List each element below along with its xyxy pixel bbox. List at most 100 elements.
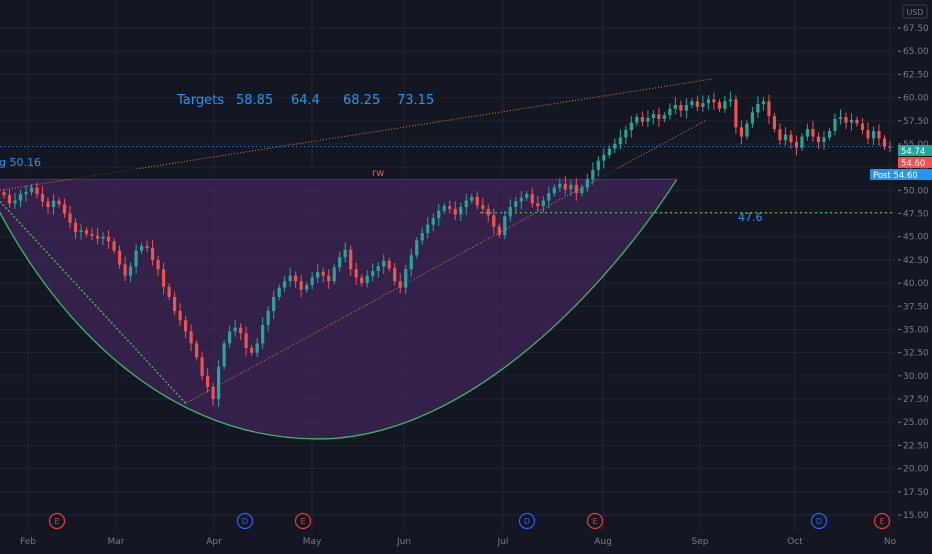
candle[interactable] (723, 95, 727, 114)
candle[interactable] (123, 256, 127, 282)
candle[interactable] (767, 94, 771, 124)
candle[interactable] (404, 264, 408, 295)
candle[interactable] (486, 204, 490, 222)
candle[interactable] (376, 262, 380, 278)
candle[interactable] (101, 232, 105, 246)
candle[interactable] (382, 254, 386, 275)
candle[interactable] (629, 116, 633, 138)
candle[interactable] (57, 197, 61, 208)
candle[interactable] (250, 344, 254, 356)
candle[interactable] (492, 208, 496, 235)
candle[interactable] (145, 240, 149, 253)
candle[interactable] (305, 281, 309, 293)
candle[interactable] (448, 200, 452, 214)
candle[interactable] (239, 323, 243, 340)
candle[interactable] (338, 251, 342, 272)
candle[interactable] (805, 123, 810, 141)
candle[interactable] (62, 198, 67, 218)
candle[interactable] (822, 130, 826, 150)
candle[interactable] (481, 197, 485, 215)
candle[interactable] (475, 191, 479, 210)
candle[interactable] (261, 317, 265, 349)
candle[interactable] (299, 274, 303, 298)
candle[interactable] (222, 340, 226, 370)
candle[interactable] (756, 96, 760, 118)
candle[interactable] (393, 262, 397, 286)
candle[interactable] (79, 223, 83, 240)
candle[interactable] (255, 337, 259, 358)
candle[interactable] (695, 95, 699, 112)
candle[interactable] (327, 269, 331, 289)
candle[interactable] (519, 191, 523, 210)
candle[interactable] (13, 192, 17, 209)
candle[interactable] (150, 240, 155, 266)
time-axis[interactable]: Feb Mar Apr May Jun Jul Aug Sep Oct No (20, 537, 897, 547)
candle[interactable] (640, 111, 644, 127)
candle[interactable] (310, 272, 314, 290)
candle[interactable] (574, 178, 578, 201)
candle[interactable] (558, 178, 562, 192)
candle[interactable] (585, 173, 589, 192)
candle[interactable] (596, 156, 600, 177)
candle[interactable] (789, 130, 793, 149)
candle[interactable] (497, 223, 501, 239)
earnings-marker[interactable]: E (294, 512, 312, 530)
candle[interactable] (68, 205, 72, 229)
candle[interactable] (73, 218, 78, 239)
candle[interactable] (684, 98, 688, 119)
candle[interactable] (717, 98, 722, 112)
candle[interactable] (189, 324, 193, 352)
candle[interactable] (888, 141, 892, 153)
candle[interactable] (827, 127, 832, 141)
candle[interactable] (833, 113, 837, 136)
price-axis[interactable]: 15.00 17.50 20.00 22.50 25.00 27.50 30.00 32.50… (898, 0, 932, 550)
dividend-marker[interactable]: D (236, 512, 254, 530)
candle[interactable] (18, 189, 23, 208)
currency-badge[interactable]: USD (902, 4, 928, 19)
candle[interactable] (167, 283, 171, 301)
candle[interactable] (95, 228, 100, 245)
candle[interactable] (607, 145, 611, 159)
candle[interactable] (46, 197, 50, 214)
candle[interactable] (426, 216, 430, 239)
candle[interactable] (800, 133, 804, 151)
candle[interactable] (547, 186, 551, 209)
candle[interactable] (503, 210, 507, 240)
candle[interactable] (7, 189, 12, 208)
candle[interactable] (712, 92, 716, 110)
candle[interactable] (701, 95, 705, 113)
candle[interactable] (662, 111, 666, 123)
candle[interactable] (530, 188, 534, 208)
candle[interactable] (470, 193, 474, 204)
candle[interactable] (106, 230, 111, 250)
candle[interactable] (349, 245, 353, 276)
candle[interactable] (206, 368, 210, 393)
candle[interactable] (750, 106, 755, 128)
candle[interactable] (706, 95, 710, 110)
candle[interactable] (453, 201, 457, 220)
candle[interactable] (387, 257, 391, 272)
candle[interactable] (673, 97, 677, 115)
candle[interactable] (266, 306, 270, 332)
dividend-marker[interactable]: D (518, 512, 536, 530)
candle[interactable] (871, 126, 876, 145)
candle[interactable] (866, 122, 870, 144)
candle[interactable] (728, 91, 733, 107)
earnings-marker[interactable]: E (48, 512, 66, 530)
candle[interactable] (117, 245, 122, 269)
candle[interactable] (128, 262, 133, 283)
candle[interactable] (409, 248, 413, 277)
candle[interactable] (464, 193, 468, 215)
candle[interactable] (811, 121, 815, 143)
candle[interactable] (442, 202, 446, 214)
candle[interactable] (156, 255, 160, 276)
candle[interactable] (602, 148, 606, 169)
candle[interactable] (761, 96, 766, 111)
candle[interactable] (635, 113, 639, 126)
candle[interactable] (690, 98, 694, 109)
candle[interactable] (860, 118, 865, 135)
candle[interactable] (431, 213, 435, 232)
candle[interactable] (739, 120, 744, 145)
candle[interactable] (40, 186, 45, 207)
